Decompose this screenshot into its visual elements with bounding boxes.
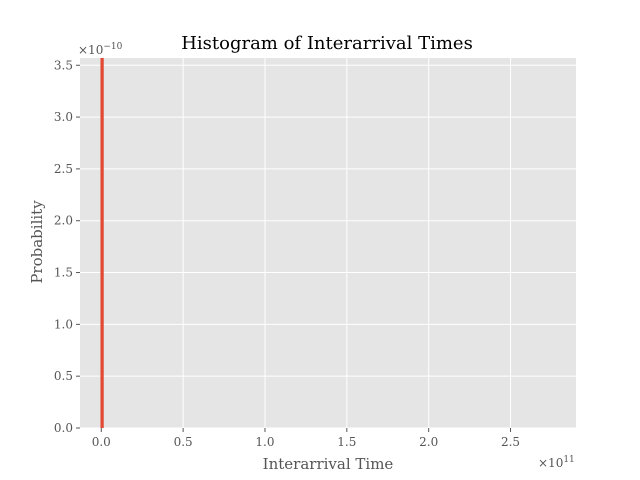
x-tick-label: 2.5 bbox=[501, 435, 520, 449]
y-tick-label: 2.0 bbox=[54, 214, 73, 228]
y-tick-label: 1.5 bbox=[54, 266, 73, 280]
histogram-bar bbox=[100, 58, 104, 428]
y-axis-ticks: 0.0 0.5 1.0 1.5 2.0 2.5 3.0 3.5 bbox=[54, 58, 80, 435]
y-tick-label: 1.0 bbox=[54, 317, 73, 331]
plot-area bbox=[80, 58, 576, 428]
y-tick-label: 0.0 bbox=[54, 421, 73, 435]
y-tick-label: 3.0 bbox=[54, 110, 73, 124]
chart-title: Histogram of Interarrival Times bbox=[181, 33, 473, 54]
x-tick-label: 2.0 bbox=[419, 435, 438, 449]
y-tick-label: 0.5 bbox=[54, 369, 73, 383]
x-tick-label: 0.0 bbox=[92, 435, 111, 449]
grid-lines bbox=[80, 58, 576, 429]
x-tick-label: 0.5 bbox=[174, 435, 193, 449]
y-axis-scale-factor: ×10−10 bbox=[78, 42, 123, 57]
x-axis-scale-factor: ×1011 bbox=[538, 455, 575, 470]
x-tick-label: 1.5 bbox=[337, 435, 356, 449]
y-axis-label: Probability bbox=[28, 200, 46, 284]
y-tick-label: 3.5 bbox=[54, 58, 73, 72]
x-axis-ticks: 0.0 0.5 1.0 1.5 2.0 2.5 bbox=[92, 428, 520, 449]
y-tick-label: 2.5 bbox=[54, 162, 73, 176]
x-tick-label: 1.0 bbox=[255, 435, 274, 449]
bars bbox=[100, 58, 104, 428]
x-axis-label: Interarrival Time bbox=[263, 455, 394, 473]
